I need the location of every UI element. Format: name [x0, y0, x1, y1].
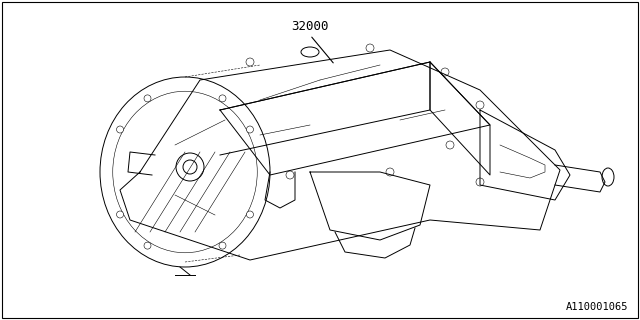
Ellipse shape	[446, 141, 454, 149]
Ellipse shape	[386, 168, 394, 176]
Ellipse shape	[144, 242, 151, 249]
Ellipse shape	[246, 58, 254, 66]
Ellipse shape	[476, 101, 484, 109]
Ellipse shape	[219, 242, 226, 249]
Ellipse shape	[441, 68, 449, 76]
Ellipse shape	[116, 211, 124, 218]
Text: 32000: 32000	[291, 20, 329, 33]
Ellipse shape	[286, 171, 294, 179]
Ellipse shape	[476, 178, 484, 186]
Ellipse shape	[116, 126, 124, 133]
Text: A110001065: A110001065	[566, 302, 628, 312]
Ellipse shape	[144, 95, 151, 102]
Ellipse shape	[301, 47, 319, 57]
Ellipse shape	[246, 126, 253, 133]
Ellipse shape	[219, 95, 226, 102]
Ellipse shape	[246, 211, 253, 218]
Ellipse shape	[366, 44, 374, 52]
